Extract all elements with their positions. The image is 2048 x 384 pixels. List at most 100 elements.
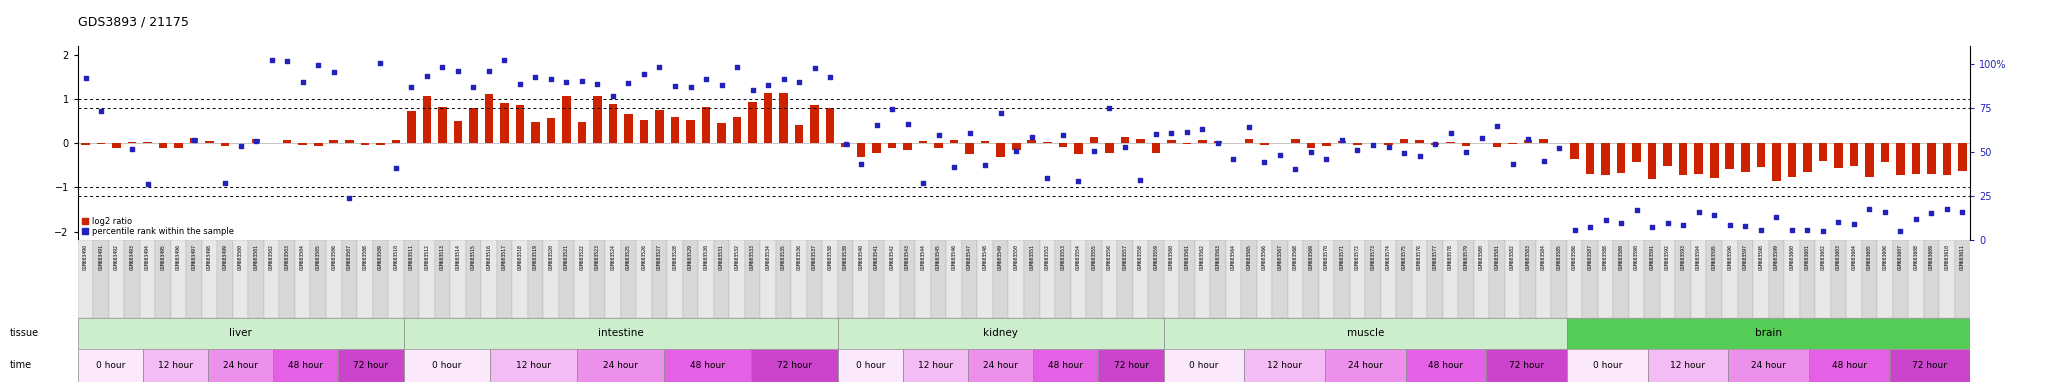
Bar bbox=[1272, 240, 1288, 318]
Bar bbox=[997, 143, 1006, 157]
Point bbox=[1915, 210, 1948, 216]
Bar bbox=[1958, 143, 1966, 171]
Text: GSM603547: GSM603547 bbox=[967, 244, 973, 270]
Text: GSM603535: GSM603535 bbox=[780, 244, 786, 270]
Bar bbox=[1354, 143, 1362, 145]
Bar bbox=[82, 143, 90, 145]
Text: GSM603495: GSM603495 bbox=[160, 244, 166, 270]
Point bbox=[1202, 140, 1235, 146]
Bar bbox=[1726, 143, 1735, 169]
Text: GSM603537: GSM603537 bbox=[813, 244, 817, 270]
Point bbox=[627, 71, 659, 77]
Text: GSM603505: GSM603505 bbox=[315, 244, 322, 270]
Bar bbox=[1909, 240, 1923, 318]
Bar bbox=[1927, 143, 1935, 174]
Bar bbox=[1475, 240, 1489, 318]
Bar bbox=[608, 104, 616, 143]
Bar bbox=[748, 102, 758, 143]
Text: 72 hour: 72 hour bbox=[776, 361, 811, 370]
Bar bbox=[915, 240, 932, 318]
Point bbox=[270, 58, 303, 65]
Bar bbox=[1706, 240, 1722, 318]
Text: GSM603575: GSM603575 bbox=[1401, 244, 1407, 270]
Point bbox=[1077, 147, 1110, 154]
Bar bbox=[1167, 140, 1176, 143]
Text: GSM603525: GSM603525 bbox=[627, 244, 631, 270]
Legend: log2 ratio, percentile rank within the sample: log2 ratio, percentile rank within the s… bbox=[82, 217, 233, 236]
Bar bbox=[977, 240, 993, 318]
Text: time: time bbox=[10, 361, 33, 371]
Point bbox=[735, 86, 768, 93]
Bar bbox=[453, 121, 463, 143]
Point bbox=[1481, 123, 1513, 129]
Point bbox=[426, 64, 459, 70]
Text: 72 hour: 72 hour bbox=[1114, 361, 1149, 370]
Text: GSM603600: GSM603600 bbox=[1790, 244, 1794, 270]
Bar bbox=[682, 240, 698, 318]
Point bbox=[1108, 144, 1141, 150]
Bar bbox=[1567, 318, 1970, 349]
Bar bbox=[1307, 143, 1315, 147]
Bar bbox=[78, 318, 403, 349]
Point bbox=[1790, 227, 1823, 233]
Point bbox=[721, 64, 754, 70]
Point bbox=[1217, 156, 1249, 162]
Bar bbox=[1862, 240, 1878, 318]
Bar bbox=[1618, 143, 1626, 172]
Text: GSM603542: GSM603542 bbox=[889, 244, 895, 270]
Bar bbox=[205, 141, 213, 143]
Point bbox=[1434, 130, 1466, 136]
Bar bbox=[127, 142, 137, 143]
Text: GSM603517: GSM603517 bbox=[502, 244, 506, 270]
Bar bbox=[578, 122, 586, 143]
Bar bbox=[651, 240, 668, 318]
Point bbox=[131, 181, 164, 187]
Point bbox=[287, 78, 319, 84]
Bar bbox=[838, 240, 854, 318]
Point bbox=[969, 162, 1001, 169]
Bar bbox=[1333, 240, 1350, 318]
Bar bbox=[1583, 240, 1597, 318]
Point bbox=[922, 132, 954, 138]
Text: GSM603572: GSM603572 bbox=[1356, 244, 1360, 270]
Bar bbox=[174, 143, 182, 148]
Text: GSM603504: GSM603504 bbox=[301, 244, 305, 270]
Bar bbox=[1055, 240, 1071, 318]
Text: GSM603565: GSM603565 bbox=[1247, 244, 1251, 270]
Point bbox=[225, 142, 258, 149]
Bar bbox=[1661, 240, 1675, 318]
Bar bbox=[1073, 143, 1083, 154]
Point bbox=[457, 84, 489, 90]
Point bbox=[1233, 124, 1266, 130]
Point bbox=[535, 76, 567, 82]
Point bbox=[596, 93, 629, 99]
Bar bbox=[1772, 143, 1780, 181]
Point bbox=[147, 30, 180, 36]
Bar bbox=[1133, 240, 1149, 318]
Text: tissue: tissue bbox=[10, 328, 39, 338]
Bar bbox=[528, 240, 543, 318]
Point bbox=[240, 138, 272, 144]
Bar bbox=[1163, 240, 1180, 318]
Bar bbox=[1163, 349, 1245, 382]
Point bbox=[829, 141, 862, 147]
Bar bbox=[655, 109, 664, 143]
Bar bbox=[248, 240, 264, 318]
Bar bbox=[1415, 140, 1423, 143]
Text: GSM603541: GSM603541 bbox=[874, 244, 879, 270]
Bar bbox=[1939, 240, 1954, 318]
Bar bbox=[1090, 137, 1098, 143]
Point bbox=[1016, 134, 1049, 140]
Text: 0 hour: 0 hour bbox=[1593, 361, 1622, 370]
Bar bbox=[1628, 240, 1645, 318]
Text: GSM603539: GSM603539 bbox=[844, 244, 848, 270]
Text: GSM603552: GSM603552 bbox=[1044, 244, 1051, 270]
Bar bbox=[594, 96, 602, 143]
Bar bbox=[299, 143, 307, 146]
Text: 12 hour: 12 hour bbox=[1268, 361, 1303, 370]
Bar bbox=[760, 240, 776, 318]
Bar bbox=[838, 349, 903, 382]
Text: GSM603508: GSM603508 bbox=[362, 244, 367, 270]
Bar bbox=[1384, 143, 1393, 146]
Text: GSM603586: GSM603586 bbox=[1573, 244, 1577, 270]
